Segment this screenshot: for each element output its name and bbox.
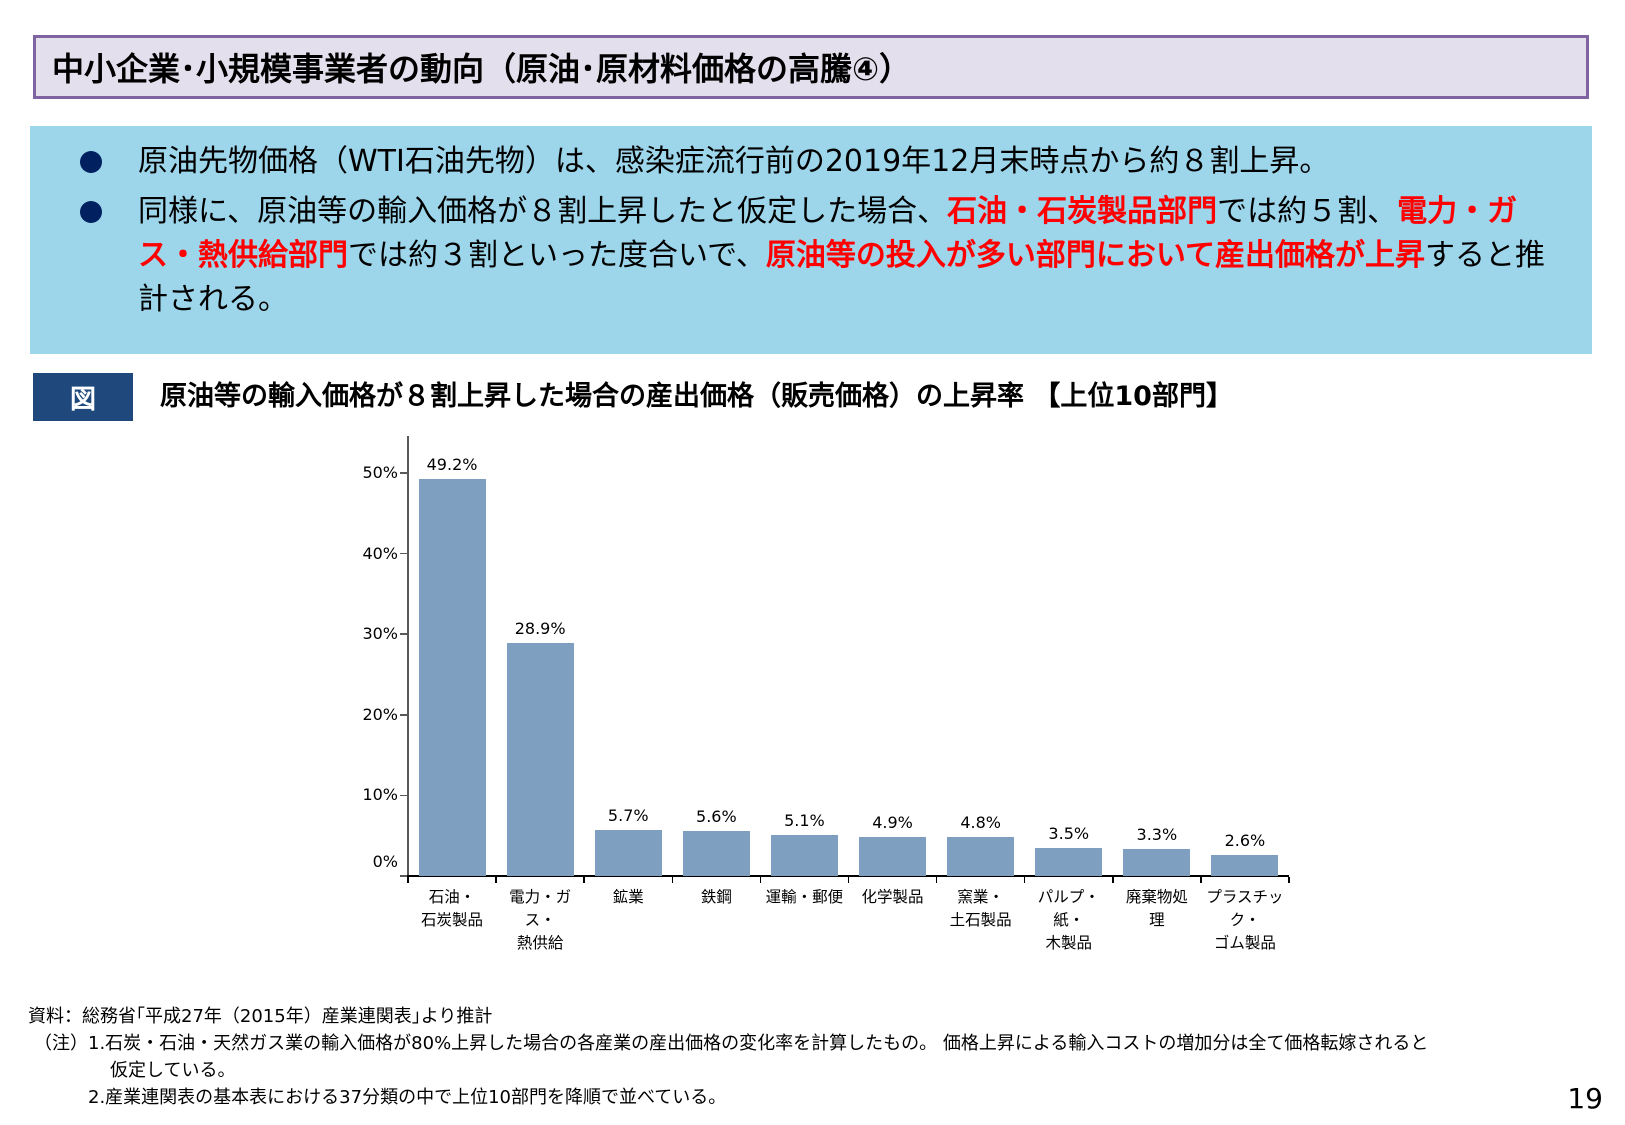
- bar: [1211, 855, 1279, 876]
- x-tick: [759, 877, 762, 883]
- x-tick: [495, 877, 497, 883]
- x-tick: [1200, 877, 1202, 883]
- bar-value-label: 4.9%: [872, 812, 913, 832]
- summary-bullet: 原油先物価格（WTI石油先物）は、感染症流行前の2019年12月末時点から約８割…: [80, 140, 1592, 184]
- bullet-text: 同様に、原油等の輸入価格が８割上昇したと仮定した場合、石油・石炭製品部門では約５…: [138, 190, 1592, 322]
- bar: [594, 830, 662, 876]
- source-note: 資料：総務省｢平成27年（2015年）産業連関表｣より推計: [28, 1006, 493, 1027]
- x-tick: [1023, 877, 1026, 883]
- x-tick: [1288, 877, 1290, 883]
- bar-value-label: 4.8%: [960, 813, 1001, 833]
- summary-bullet: 同様に、原油等の輸入価格が８割上昇したと仮定した場合、石油・石炭製品部門では約５…: [80, 190, 1592, 322]
- bar: [682, 830, 750, 876]
- y-tick: [400, 714, 407, 716]
- bullet-text: 原油先物価格（WTI石油先物）は、感染症流行前の2019年12月末時点から約８割…: [138, 140, 1592, 184]
- note-prefix: （注）: [34, 1033, 88, 1054]
- bar: [506, 643, 574, 876]
- y-tick: [400, 794, 407, 797]
- body-text: すると推計される。: [138, 238, 1546, 317]
- y-tick: [400, 472, 407, 474]
- bar: [418, 479, 486, 876]
- y-tick-label: 0%: [372, 852, 398, 871]
- y-tick: [400, 875, 407, 877]
- bar-value-label: 2.6%: [1224, 831, 1266, 851]
- y-tick-label: 40%: [362, 543, 398, 563]
- highlighted-text: 電力・ガス・熱供給部門: [138, 194, 1518, 273]
- summary-box: 原油先物価格（WTI石油先物）は、感染症流行前の2019年12月末時点から約８割…: [30, 126, 1592, 354]
- x-tick: [847, 877, 850, 883]
- bar-chart: 0% 10% 20% 30% 40% 50% 49.2% 石油・ 石炭製品 28.9% 電力・ガス…: [362, 436, 1290, 952]
- y-tick-label: 30%: [362, 624, 398, 644]
- category-label: 鉄鋼: [700, 888, 732, 906]
- bar: [1035, 847, 1103, 876]
- figure-title: 原油等の輸入価格が８割上昇した場合の産出価格（販売価格）の上昇率 【上位10部門…: [160, 381, 1233, 412]
- y-tick: [400, 552, 407, 555]
- note-1: （注）1.石炭・石油・天然ガス業の輸入価格が80%上昇した場合の各産業の産出価格…: [34, 1030, 1428, 1057]
- x-tick: [407, 877, 409, 883]
- y-tick-label: 50%: [362, 463, 398, 482]
- figure-badge: 図: [33, 373, 133, 421]
- category-label: 化学製品: [861, 888, 924, 906]
- bar: [770, 834, 838, 876]
- y-axis: [407, 436, 409, 876]
- y-tick: [400, 633, 407, 635]
- bullet-dot-icon: [80, 151, 102, 173]
- category-label: 窯業・ 土石製品: [949, 888, 1012, 929]
- category-label: 鉱業: [612, 888, 644, 906]
- note-1-continuation: 仮定している。: [110, 1060, 236, 1081]
- bar-value-label: 5.6%: [696, 806, 737, 826]
- bar-value-label: 5.7%: [607, 806, 649, 826]
- highlighted-text: 原油等の投入が多い部門において産出価格が上昇: [765, 238, 1426, 273]
- bar-value-label: 28.9%: [514, 619, 566, 639]
- x-tick: [671, 877, 674, 883]
- category-label: 廃棄物処 理: [1125, 888, 1188, 929]
- bar: [1123, 849, 1191, 876]
- body-text: 同様に、原油等の輸入価格が８割上昇したと仮定した場合、: [138, 194, 948, 229]
- slide-title: 中小企業･小規模事業者の動向（原油･原材料価格の高騰④）: [52, 50, 912, 88]
- highlighted-text: 石油・石炭製品部門: [947, 194, 1218, 229]
- category-label: パルプ・紙・ 木製品: [1037, 888, 1100, 952]
- bar-value-label: 3.3%: [1136, 825, 1178, 845]
- category-label: 石油・ 石炭製品: [421, 888, 484, 929]
- slide-title-box: 中小企業･小規模事業者の動向（原油･原材料価格の高騰④）: [33, 35, 1589, 99]
- y-tick-label: 20%: [362, 704, 398, 724]
- page-number: 19: [1567, 1082, 1603, 1115]
- body-text: 原油先物価格（WTI石油先物）は、感染症流行前の2019年12月末時点から約８割…: [138, 144, 1330, 179]
- x-tick: [1112, 877, 1114, 883]
- category-label: 運輸・郵便: [765, 888, 844, 906]
- footnotes: 資料：総務省｢平成27年（2015年）産業連関表｣より推計 （注）1.石炭・石油…: [28, 1003, 1428, 1111]
- x-tick: [583, 877, 585, 883]
- note-1-text: 1.石炭・石油・天然ガス業の輸入価格が80%上昇した場合の各産業の産出価格の変化…: [88, 1033, 1429, 1054]
- note-2: 2.産業連関表の基本表における37分類の中で上位10部門を降順で並べている。: [88, 1087, 727, 1108]
- bar: [859, 836, 927, 876]
- body-text: では約３割といった度合いで、: [348, 238, 766, 273]
- category-label: 電力・ガス・ 熱供給: [509, 888, 572, 952]
- category-label: プラスチック・ ゴム製品: [1206, 888, 1284, 952]
- x-axis: [402, 875, 1289, 877]
- bullet-dot-icon: [80, 201, 102, 223]
- bar: [947, 837, 1015, 876]
- bar-value-label: 49.2%: [426, 455, 478, 475]
- bar-value-label: 5.1%: [784, 810, 825, 830]
- body-text: では約５割、: [1217, 194, 1398, 229]
- y-tick-label: 10%: [362, 785, 398, 805]
- x-tick: [935, 877, 938, 883]
- bar-value-label: 3.5%: [1048, 823, 1090, 843]
